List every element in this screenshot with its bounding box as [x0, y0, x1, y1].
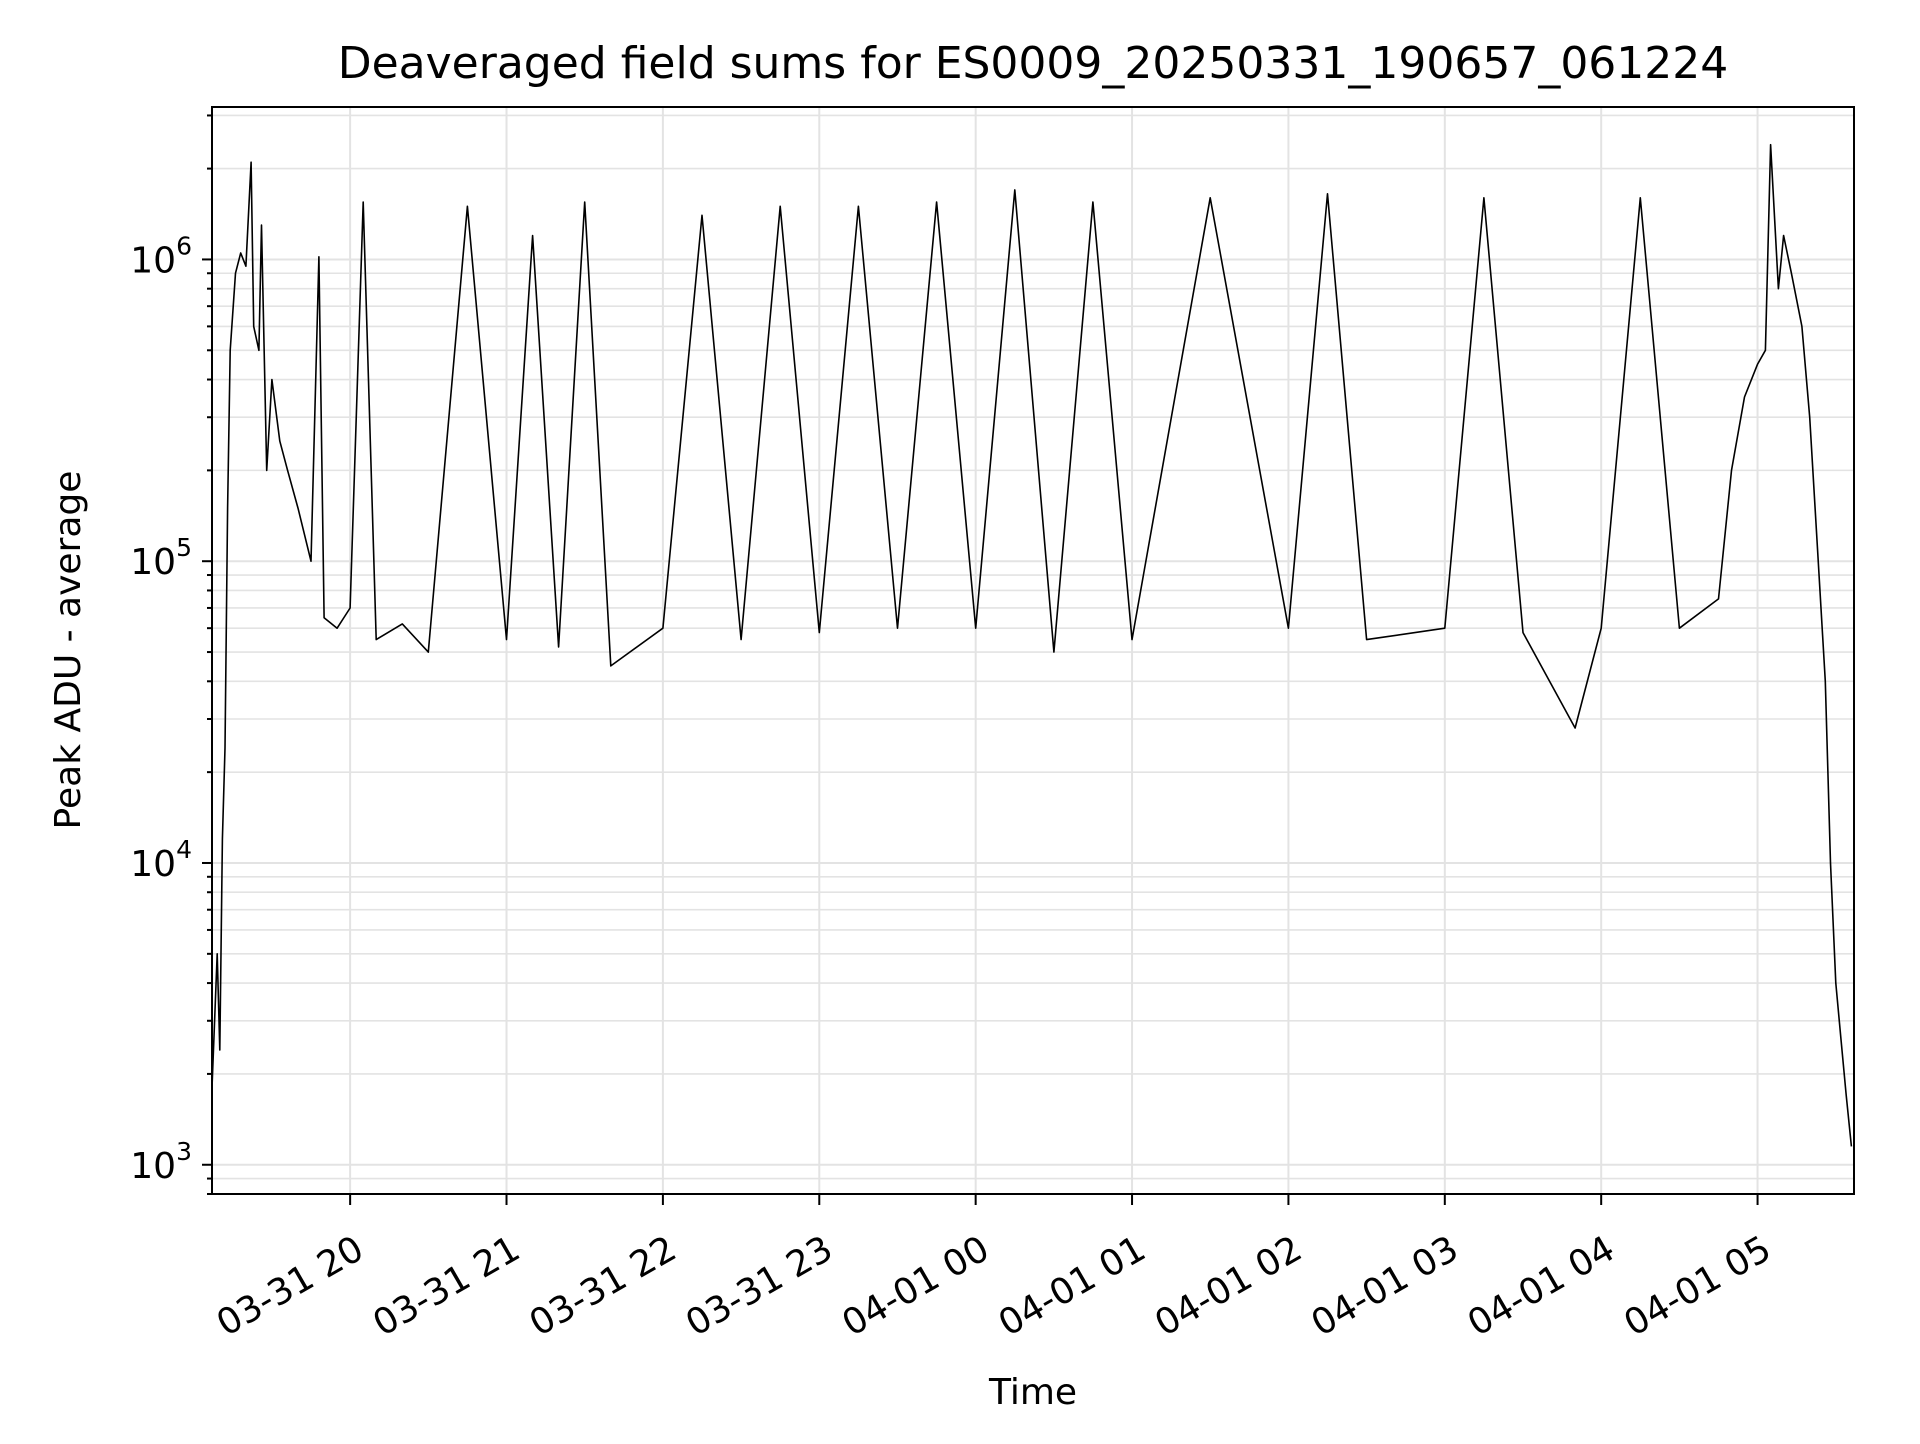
x-tick-label: 04-01 00	[835, 1228, 996, 1344]
y-tick-exponent: 5	[176, 533, 192, 562]
y-axis-label: Peak ADU - average	[48, 471, 89, 830]
x-tick-label: 04-01 05	[1617, 1228, 1778, 1344]
x-tick-label: 04-01 04	[1461, 1228, 1622, 1344]
x-tick-label: 03-31 20	[210, 1228, 371, 1344]
y-tick-label: 106	[130, 231, 192, 281]
x-tick-label: 04-01 02	[1148, 1228, 1309, 1344]
axes-frame	[211, 106, 1855, 1195]
x-tick-label: 03-31 22	[523, 1228, 684, 1344]
x-axis-label: Time	[988, 1372, 1077, 1413]
chart-title: Deaveraged field sums for ES0009_2025033…	[338, 38, 1729, 89]
y-tick-base: 10	[130, 1146, 176, 1187]
plot-area	[212, 143, 1853, 1147]
y-tick-label: 103	[130, 1137, 192, 1187]
series-line	[212, 143, 1853, 1147]
x-tick-label: 03-31 23	[679, 1228, 840, 1344]
y-tick-base: 10	[130, 542, 176, 583]
y-tick-exponent: 4	[176, 835, 192, 864]
y-tick-base: 10	[130, 844, 176, 885]
y-tick-exponent: 3	[176, 1137, 192, 1166]
y-tick-base: 10	[130, 240, 176, 281]
x-tick-label: 03-31 21	[366, 1228, 527, 1344]
x-tick-label: 04-01 03	[1305, 1228, 1466, 1344]
x-tick-label: 04-01 01	[992, 1228, 1153, 1344]
grid-lines	[212, 107, 1854, 1195]
y-tick-label: 104	[130, 835, 192, 885]
y-tick-label: 105	[130, 533, 192, 583]
y-tick-exponent: 6	[176, 231, 192, 260]
